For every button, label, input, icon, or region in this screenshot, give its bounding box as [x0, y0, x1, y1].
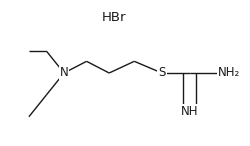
- Text: S: S: [158, 66, 165, 80]
- Text: HBr: HBr: [102, 11, 126, 24]
- Text: N: N: [60, 66, 68, 80]
- Text: NH: NH: [180, 105, 198, 118]
- Text: NH₂: NH₂: [218, 66, 240, 80]
